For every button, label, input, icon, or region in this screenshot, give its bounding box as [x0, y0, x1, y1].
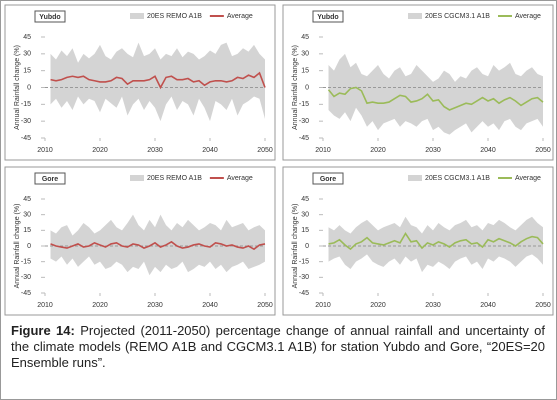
y-tick-label: -45: [299, 135, 309, 142]
legend-label: 20ES REMO A1B: [147, 175, 202, 182]
y-axis-title: Annual Rainfall change (%): [14, 45, 21, 130]
x-tick-label: 2050: [257, 147, 273, 154]
average-line: [50, 240, 266, 251]
y-tick-label: -30: [299, 118, 309, 125]
station-box: [34, 172, 66, 185]
x-tick-label: 2040: [480, 147, 496, 154]
x-tick-label: 2030: [147, 147, 163, 154]
station-label: Yubdo: [39, 14, 60, 21]
legend-swatch: [408, 175, 422, 181]
uncertainty-band: [328, 53, 543, 135]
y-tick-label: 15: [23, 68, 31, 75]
station-box: [312, 172, 344, 185]
y-tick-label: -15: [21, 101, 31, 108]
y-tick-label: 45: [23, 196, 31, 203]
y-tick-label: -45: [299, 290, 309, 297]
x-tick-label: 2040: [480, 302, 496, 309]
x-tick-label: 2040: [202, 302, 218, 309]
x-tick-label: 2010: [315, 302, 331, 309]
x-tick-label: 2050: [535, 302, 551, 309]
station-box: [34, 10, 66, 23]
y-axis-title: Annual Rainfall change (%): [14, 204, 21, 289]
legend-label: Average: [515, 175, 541, 182]
station-label: Gore: [42, 176, 58, 183]
x-tick-label: 2020: [370, 302, 386, 309]
legend-label: 20ES REMO A1B: [147, 13, 202, 20]
y-tick-label: -30: [21, 274, 31, 281]
average-line: [328, 231, 544, 251]
y-tick-label: 30: [301, 51, 309, 58]
caption-label: Figure 14:: [11, 323, 75, 338]
legend-swatch: [130, 13, 144, 19]
x-tick-label: 2020: [370, 147, 386, 154]
y-tick-label: -45: [21, 135, 31, 142]
y-tick-label: -45: [21, 290, 31, 297]
station-label: Gore: [320, 176, 336, 183]
x-tick-label: 2010: [315, 147, 331, 154]
x-tick-label: 2050: [535, 147, 551, 154]
legend-label: Average: [227, 13, 253, 20]
legend-label: Average: [227, 175, 253, 182]
y-tick-label: 45: [23, 34, 31, 41]
legend-label: Average: [515, 13, 541, 20]
y-axis-title: Annual Rainfall change (%): [292, 204, 299, 289]
x-tick-label: 2030: [425, 147, 441, 154]
average-line: [50, 71, 266, 90]
y-tick-label: 30: [23, 212, 31, 219]
y-tick-label: 45: [301, 34, 309, 41]
x-tick-label: 2010: [37, 147, 53, 154]
x-tick-label: 2050: [257, 302, 273, 309]
station-label: Yubdo: [317, 14, 338, 21]
caption: Figure 14: Projected (2011-2050) percent…: [11, 323, 545, 371]
y-axis-title: Annual Rainfall change (%): [292, 45, 299, 130]
y-tick-label: -15: [21, 259, 31, 266]
legend-label: 20ES CGCM3.1 A1B: [425, 13, 490, 20]
y-tick-label: 0: [305, 84, 309, 91]
y-tick-label: 15: [23, 227, 31, 234]
y-tick-label: 30: [23, 51, 31, 58]
x-tick-label: 2020: [92, 147, 108, 154]
x-tick-label: 2040: [202, 147, 218, 154]
x-tick-label: 2020: [92, 302, 108, 309]
x-tick-label: 2030: [425, 302, 441, 309]
y-tick-label: -30: [299, 274, 309, 281]
y-tick-label: -30: [21, 118, 31, 125]
x-tick-label: 2030: [147, 302, 163, 309]
uncertainty-band: [328, 216, 543, 273]
legend-swatch: [130, 175, 144, 181]
average-line: [327, 86, 544, 111]
x-tick-label: 2010: [37, 302, 53, 309]
y-tick-label: 15: [301, 68, 309, 75]
y-tick-label: 45: [301, 196, 309, 203]
y-tick-label: 0: [305, 243, 309, 250]
y-tick-label: 15: [301, 227, 309, 234]
y-tick-label: -15: [299, 259, 309, 266]
legend-swatch: [408, 13, 422, 19]
legend-label: 20ES CGCM3.1 A1B: [425, 175, 490, 182]
y-tick-label: 0: [27, 243, 31, 250]
y-tick-label: 0: [27, 84, 31, 91]
y-tick-label: -15: [299, 101, 309, 108]
caption-text: Projected (2011-2050) percentage change …: [11, 323, 545, 370]
y-tick-label: 30: [301, 212, 309, 219]
station-box: [312, 10, 344, 23]
